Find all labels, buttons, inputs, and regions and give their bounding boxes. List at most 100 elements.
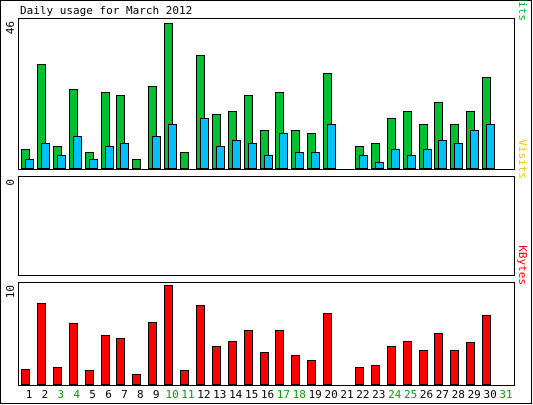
hits-files-panel-files-bar xyxy=(73,136,82,169)
day-label: 8 xyxy=(137,388,144,401)
hits-files-panel-files-bar xyxy=(232,140,241,169)
hits-files-panel-files-bar xyxy=(407,155,416,169)
kbytes-panel-kbytes-bar xyxy=(85,370,94,385)
day-label: 12 xyxy=(197,388,210,401)
day-label: 22 xyxy=(356,388,369,401)
kbytes-panel-kbytes-bar xyxy=(148,322,157,385)
day-label: 1 xyxy=(26,388,33,401)
day-label: 23 xyxy=(372,388,385,401)
hits-files-panel-files-bar xyxy=(25,159,34,169)
hits-files-panel-files-bar xyxy=(200,118,209,169)
day-label: 19 xyxy=(309,388,322,401)
hits-files-panel-files-bar xyxy=(359,155,368,169)
visits-panel-frame xyxy=(18,176,515,276)
visits-panel-legend: Visits xyxy=(516,139,529,179)
day-label: 4 xyxy=(73,388,80,401)
day-label: 26 xyxy=(420,388,433,401)
day-label: 28 xyxy=(452,388,465,401)
kbytes-panel-kbytes-bar xyxy=(53,367,62,385)
kbytes-panel-kbytes-bar xyxy=(387,346,396,385)
kbytes-panel-kbytes-bar xyxy=(419,350,428,385)
visits-panel-legend-part: Visits xyxy=(516,139,529,179)
hits-files-panel-scale-label: 46 xyxy=(4,21,17,34)
day-label: 30 xyxy=(483,388,496,401)
day-label: 15 xyxy=(245,388,258,401)
kbytes-panel-kbytes-bar xyxy=(355,367,364,385)
day-label: 20 xyxy=(324,388,337,401)
day-label: 2 xyxy=(42,388,49,401)
day-label: 3 xyxy=(57,388,64,401)
day-label: 17 xyxy=(277,388,290,401)
hits-files-panel-files-bar xyxy=(391,149,400,169)
kbytes-panel-kbytes-bar xyxy=(196,305,205,385)
kbytes-panel-kbytes-bar xyxy=(275,330,284,385)
day-label: 5 xyxy=(89,388,96,401)
hits-files-panel-files-bar xyxy=(168,124,177,169)
hits-files-panel-files-bar xyxy=(454,143,463,169)
day-label: 6 xyxy=(105,388,112,401)
hits-files-panel-files-bar xyxy=(311,152,320,169)
kbytes-panel-kbytes-bar xyxy=(434,333,443,385)
kbytes-panel-kbytes-bar xyxy=(307,360,316,385)
day-label: 25 xyxy=(404,388,417,401)
day-label: 31 xyxy=(499,388,512,401)
day-label: 7 xyxy=(121,388,128,401)
kbytes-panel-kbytes-bar xyxy=(212,346,221,385)
kbytes-panel-frame xyxy=(18,282,515,386)
kbytes-panel-kbytes-bar xyxy=(180,370,189,385)
day-label: 27 xyxy=(436,388,449,401)
day-label: 18 xyxy=(293,388,306,401)
hits-files-panel-files-bar xyxy=(438,140,447,169)
hits-files-panel-files-bar xyxy=(295,152,304,169)
kbytes-panel-kbytes-bar xyxy=(450,350,459,385)
hits-files-panel-files-bar xyxy=(105,146,114,169)
kbytes-panel-legend-part: KBytes xyxy=(516,245,529,285)
kbytes-panel-kbytes-bar xyxy=(323,313,332,385)
visits-panel-scale-label: 0 xyxy=(4,179,17,186)
kbytes-panel-kbytes-bar xyxy=(69,323,78,385)
kbytes-panel-legend: KBytes xyxy=(516,245,529,285)
day-label: 29 xyxy=(468,388,481,401)
day-label: 16 xyxy=(261,388,274,401)
kbytes-panel-kbytes-bar xyxy=(466,342,475,385)
hits-files-panel-hits-bar xyxy=(180,152,189,169)
kbytes-panel-kbytes-bar xyxy=(37,303,46,385)
hits-files-panel-files-bar xyxy=(279,133,288,169)
day-label: 21 xyxy=(340,388,353,401)
kbytes-panel-kbytes-bar xyxy=(101,335,110,385)
hits-files-panel-files-bar xyxy=(89,159,98,169)
kbytes-panel-kbytes-bar xyxy=(228,341,237,385)
day-label: 13 xyxy=(213,388,226,401)
hits-files-panel-files-bar xyxy=(470,130,479,169)
hits-files-panel-files-bar xyxy=(375,162,384,169)
day-label: 11 xyxy=(181,388,194,401)
hits-files-panel-files-bar xyxy=(152,136,161,169)
kbytes-panel-kbytes-bar xyxy=(403,341,412,385)
hits-files-panel-legend: Pages/Files/Hits xyxy=(516,0,529,21)
day-label: 10 xyxy=(165,388,178,401)
day-label: 24 xyxy=(388,388,402,401)
day-label: 9 xyxy=(153,388,160,401)
hits-files-panel-hits-bar xyxy=(132,159,141,169)
kbytes-panel-kbytes-bar xyxy=(371,365,380,385)
hits-files-panel-files-bar xyxy=(327,124,336,169)
kbytes-panel-kbytes-bar xyxy=(482,315,491,385)
kbytes-panel-kbytes-bar xyxy=(291,355,300,385)
hits-files-panel-files-bar xyxy=(423,149,432,169)
hits-files-panel-files-bar xyxy=(486,124,495,169)
kbytes-panel-kbytes-bar xyxy=(244,330,253,385)
hits-files-panel-files-bar xyxy=(57,155,66,169)
hits-files-panel-files-bar xyxy=(120,143,129,169)
kbytes-panel-kbytes-bar xyxy=(260,352,269,385)
hits-files-panel-legend-part: Hits xyxy=(516,0,529,21)
kbytes-panel-kbytes-bar xyxy=(21,369,30,385)
kbytes-panel-kbytes-bar xyxy=(132,374,141,385)
hits-files-panel-files-bar xyxy=(216,146,225,169)
hits-files-panel-files-bar xyxy=(264,155,273,169)
hits-files-panel-frame xyxy=(18,18,515,170)
hits-files-panel-files-bar xyxy=(41,143,50,169)
kbytes-panel-kbytes-bar xyxy=(164,285,173,385)
